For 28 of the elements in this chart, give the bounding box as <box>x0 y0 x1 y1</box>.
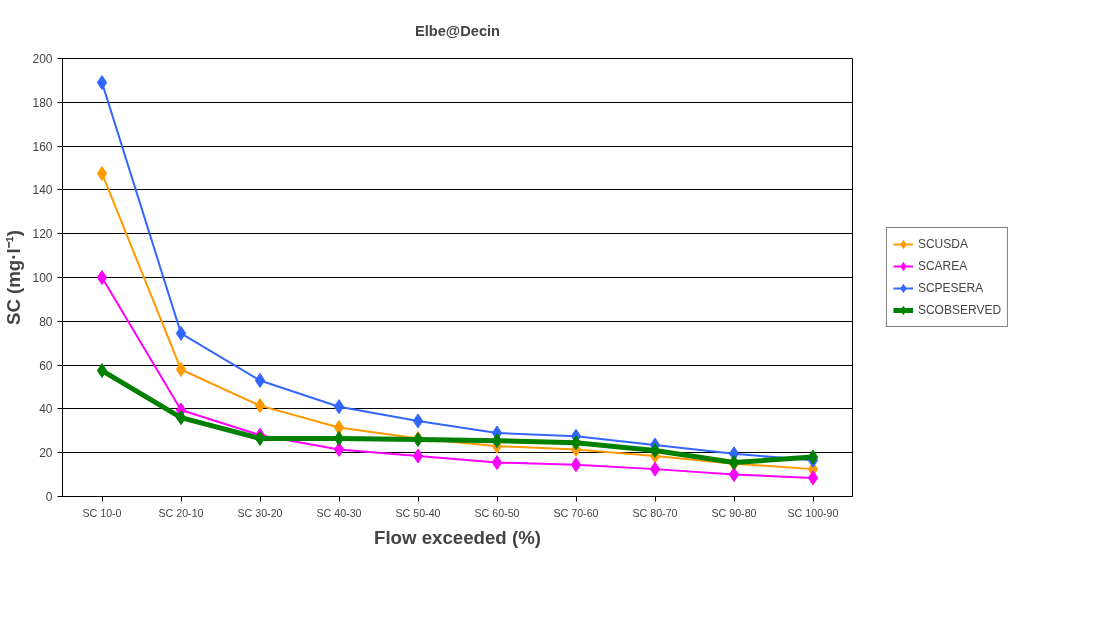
y-tick-label: 40 <box>39 402 53 417</box>
legend-label: SCUSDA <box>917 237 968 251</box>
y-tick-label: 100 <box>32 271 53 285</box>
y-tick-label: 0 <box>45 490 53 504</box>
x-tick-label: SC 60-50 <box>474 506 520 519</box>
chart-title: Elbe@Decin <box>414 22 501 39</box>
y-tick-label: 180 <box>32 95 53 110</box>
y-axis-title: SC (mg·l⁻¹) <box>3 229 25 326</box>
x-axis-title: Flow exceeded (%) <box>374 526 541 548</box>
legend-label: SCPESERA <box>917 281 984 295</box>
x-tick-label: SC 70-60 <box>553 506 599 519</box>
x-tick-label: SC 40-30 <box>316 506 362 519</box>
legend-label: SCOBSERVED <box>917 303 1002 317</box>
y-tick-label: 200 <box>32 52 53 66</box>
y-tick-label: 120 <box>32 227 53 242</box>
y-tick-label: 160 <box>32 139 53 154</box>
y-tick-label: 20 <box>39 446 53 461</box>
x-tick-label: SC 80-70 <box>632 506 678 519</box>
y-tick-label: 60 <box>39 358 53 373</box>
x-tick-label: SC 30-20 <box>237 506 283 519</box>
x-tick-label: SC 10-0 <box>82 506 122 519</box>
x-tick-label: SC 100-90 <box>787 506 839 519</box>
y-tick-label: 80 <box>39 314 53 329</box>
y-tick-label: 140 <box>32 183 53 198</box>
legend-label: SCAREA <box>917 259 968 273</box>
x-tick-label: SC 50-40 <box>395 506 441 519</box>
x-tick-label: SC 20-10 <box>158 506 204 519</box>
x-tick-label: SC 90-80 <box>711 506 757 519</box>
